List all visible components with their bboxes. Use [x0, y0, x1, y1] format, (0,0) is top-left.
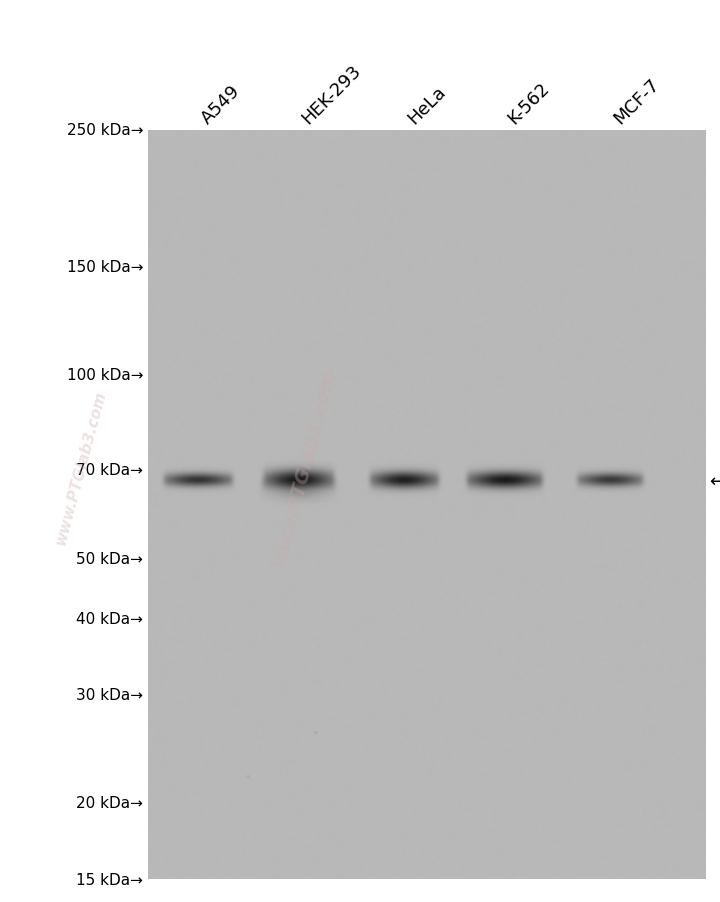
Text: www.PTGlab3.com: www.PTGlab3.com: [53, 389, 109, 547]
Text: 30 kDa→: 30 kDa→: [76, 687, 143, 703]
Text: 150 kDa→: 150 kDa→: [67, 259, 143, 274]
Text: K-562: K-562: [505, 79, 554, 128]
Text: 100 kDa→: 100 kDa→: [67, 367, 143, 382]
Text: A549: A549: [198, 82, 243, 128]
Text: HeLa: HeLa: [405, 83, 449, 128]
Text: HEK-293: HEK-293: [298, 62, 364, 128]
Text: 40 kDa→: 40 kDa→: [76, 611, 143, 626]
Text: 50 kDa→: 50 kDa→: [76, 552, 143, 566]
Text: 250 kDa→: 250 kDa→: [67, 124, 143, 138]
Text: 70 kDa→: 70 kDa→: [76, 462, 143, 477]
Text: 20 kDa→: 20 kDa→: [76, 796, 143, 810]
Text: MCF-7: MCF-7: [611, 76, 663, 128]
Text: www.PTGlab3.com: www.PTGlab3.com: [269, 367, 339, 568]
Text: 15 kDa→: 15 kDa→: [76, 872, 143, 887]
Text: ←: ←: [709, 473, 720, 490]
